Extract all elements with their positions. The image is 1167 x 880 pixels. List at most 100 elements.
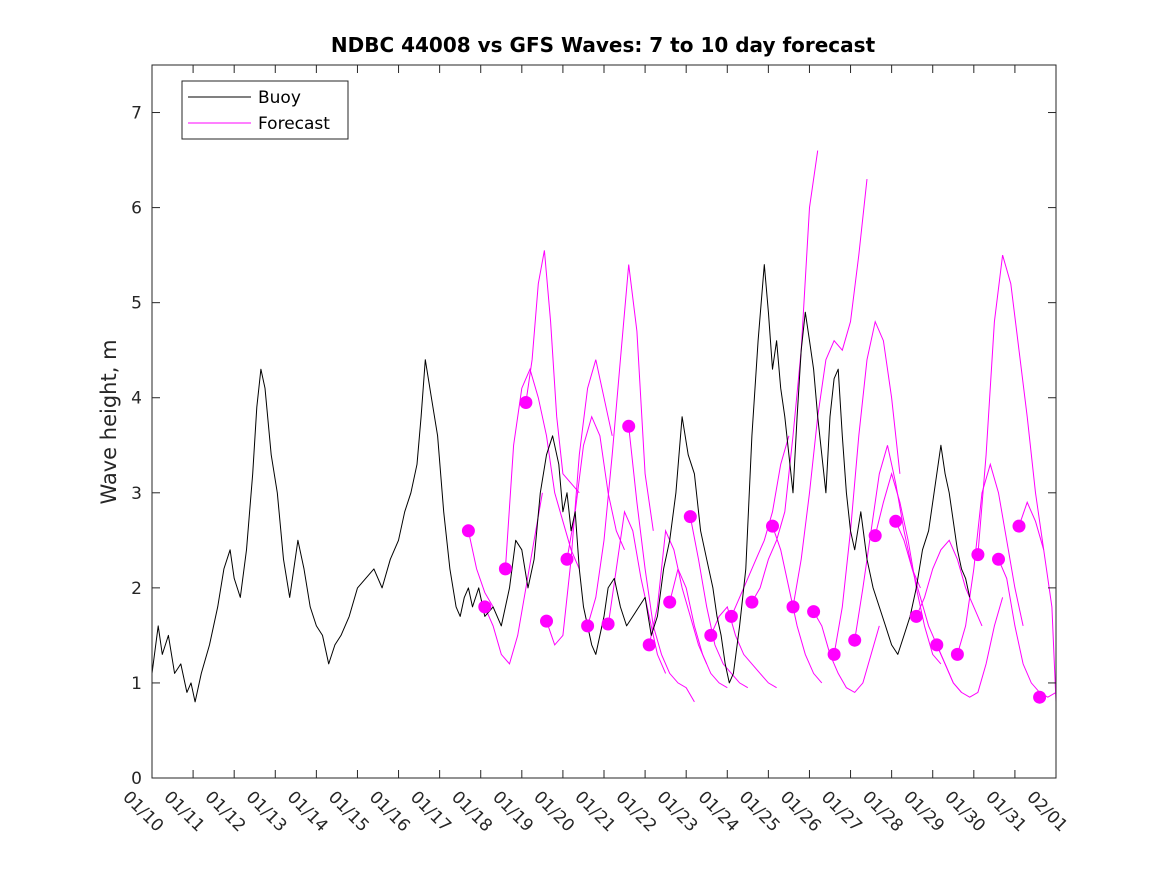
forecast-line-11 bbox=[669, 567, 728, 689]
forecast-marker-20 bbox=[848, 633, 862, 647]
y-tick-label: 2 bbox=[131, 579, 142, 599]
plot-frame bbox=[151, 64, 1057, 779]
forecast-line-18 bbox=[813, 611, 880, 694]
forecast-line-14 bbox=[730, 435, 790, 617]
forecast-markers-group bbox=[461, 396, 1047, 704]
forecast-marker-29 bbox=[1033, 690, 1047, 704]
forecast-line-24 bbox=[936, 597, 1004, 698]
forecast-line-10 bbox=[648, 528, 708, 665]
forecast-marker-22 bbox=[889, 514, 903, 528]
forecast-marker-18 bbox=[807, 605, 821, 619]
forecast-marker-6 bbox=[560, 552, 574, 566]
y-tick-label: 7 bbox=[131, 104, 142, 124]
x-tick-label: 01/23 bbox=[653, 787, 702, 836]
forecast-marker-9 bbox=[622, 419, 636, 433]
x-tick-label: 01/10 bbox=[118, 787, 167, 836]
x-tick-label: 01/12 bbox=[201, 787, 250, 836]
forecast-marker-24 bbox=[930, 638, 944, 652]
forecast-line-17 bbox=[792, 179, 868, 607]
forecast-line-9 bbox=[628, 426, 695, 703]
forecast-line-21 bbox=[874, 472, 942, 665]
chart-title: NDBC 44008 vs GFS Waves: 7 to 10 day for… bbox=[331, 33, 876, 57]
x-tick-label: 01/30 bbox=[940, 787, 989, 836]
buoy-line bbox=[151, 264, 971, 703]
forecast-marker-19 bbox=[827, 647, 841, 661]
x-tick-label: 01/27 bbox=[817, 787, 866, 836]
forecast-line-3 bbox=[504, 367, 580, 570]
forecast-line-23 bbox=[915, 539, 983, 627]
x-tick-label: 01/18 bbox=[447, 787, 496, 836]
forecast-marker-25 bbox=[950, 647, 964, 661]
x-tick-label: 01/26 bbox=[776, 787, 825, 836]
forecast-line-20 bbox=[854, 445, 921, 641]
x-tick-label: 01/20 bbox=[529, 787, 578, 836]
forecast-marker-12 bbox=[683, 510, 697, 524]
x-tick-label: 01/21 bbox=[570, 787, 619, 836]
forecast-marker-14 bbox=[724, 609, 738, 623]
forecast-line-2 bbox=[484, 492, 543, 665]
forecast-line-15 bbox=[751, 150, 819, 603]
forecast-marker-28 bbox=[1012, 519, 1026, 533]
forecast-marker-26 bbox=[971, 548, 985, 562]
forecast-marker-11 bbox=[663, 595, 677, 609]
x-tick-label: 01/16 bbox=[365, 787, 414, 836]
y-tick-label: 5 bbox=[131, 294, 142, 314]
forecast-marker-4 bbox=[519, 396, 533, 409]
forecast-line-8 bbox=[607, 509, 667, 674]
x-tick-label: 01/29 bbox=[899, 787, 948, 836]
forecast-marker-16 bbox=[766, 519, 779, 533]
x-tick-label: 01/13 bbox=[242, 787, 291, 836]
forecast-line-26 bbox=[977, 254, 1045, 555]
forecast-marker-17 bbox=[786, 600, 800, 614]
x-tick-label: 01/11 bbox=[160, 787, 209, 836]
forecast-marker-23 bbox=[909, 609, 923, 623]
forecast-line-12 bbox=[689, 516, 749, 689]
forecast-line-19 bbox=[833, 320, 901, 655]
x-tick-label: 01/31 bbox=[981, 787, 1030, 836]
x-tick-label: 02/01 bbox=[1022, 787, 1071, 836]
y-axis-label: Wave height, m bbox=[97, 339, 121, 504]
legend-buoy-label: Buoy bbox=[258, 88, 301, 108]
y-tick-label: 4 bbox=[131, 389, 142, 409]
x-tick-label: 01/24 bbox=[694, 787, 743, 836]
forecast-line-5 bbox=[546, 359, 613, 646]
x-tick-label: 01/22 bbox=[612, 787, 661, 836]
forecast-marker-10 bbox=[642, 638, 656, 652]
forecast-line-13 bbox=[710, 605, 777, 689]
legend-box bbox=[181, 80, 349, 140]
x-tick-label: 01/19 bbox=[488, 787, 537, 836]
y-tick-label: 1 bbox=[131, 674, 142, 694]
axes-group: 0123456701/1001/1101/1201/1301/1401/1501… bbox=[118, 64, 1071, 836]
forecast-marker-27 bbox=[992, 552, 1005, 566]
forecast-marker-3 bbox=[498, 562, 512, 576]
forecast-line-27 bbox=[998, 559, 1057, 698]
forecast-line-28 bbox=[1018, 500, 1057, 702]
x-tick-label: 01/14 bbox=[283, 787, 332, 836]
y-tick-label: 3 bbox=[131, 484, 142, 504]
x-tick-label: 01/25 bbox=[735, 787, 784, 836]
x-tick-label: 01/17 bbox=[406, 787, 455, 836]
forecast-line-6 bbox=[566, 415, 625, 560]
forecast-line-25 bbox=[956, 462, 1024, 655]
x-tick-label: 01/28 bbox=[858, 787, 907, 836]
buoy-series-group bbox=[151, 264, 971, 703]
x-tick-label: 01/15 bbox=[324, 787, 373, 836]
legend: Buoy Forecast bbox=[181, 80, 349, 140]
forecast-marker-15 bbox=[745, 595, 759, 609]
forecast-series-group bbox=[467, 150, 1057, 703]
y-tick-label: 6 bbox=[131, 199, 142, 219]
forecast-line-16 bbox=[772, 525, 823, 684]
forecast-marker-21 bbox=[868, 529, 882, 543]
forecast-line-4 bbox=[525, 250, 580, 494]
forecast-marker-5 bbox=[540, 614, 553, 628]
forecast-marker-2 bbox=[478, 600, 492, 614]
y-tick-label: 0 bbox=[131, 769, 142, 789]
forecast-marker-7 bbox=[581, 619, 595, 633]
forecast-marker-1 bbox=[461, 524, 475, 538]
forecast-marker-13 bbox=[704, 628, 718, 642]
forecast-line-1 bbox=[467, 530, 494, 608]
forecast-marker-8 bbox=[601, 617, 615, 631]
forecast-line-7 bbox=[587, 264, 654, 627]
